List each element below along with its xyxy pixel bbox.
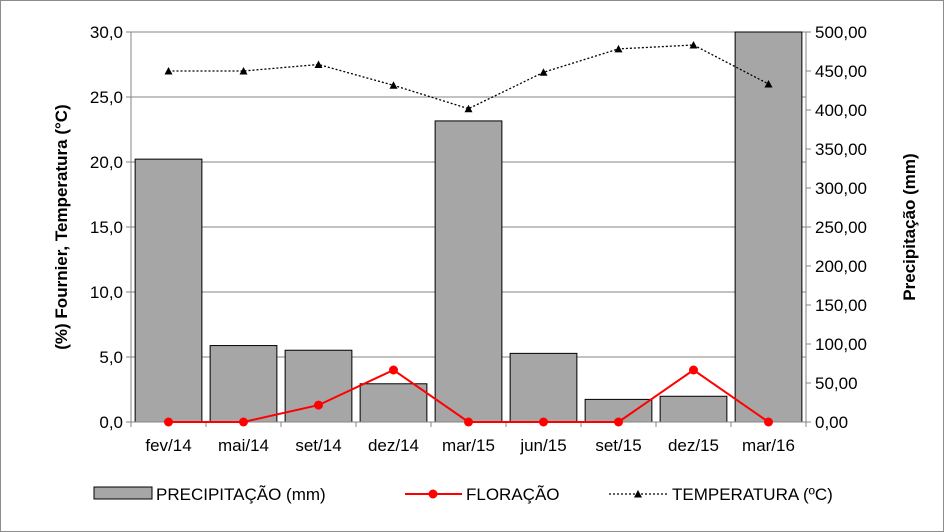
- precipitation-bar: [209, 345, 278, 423]
- y-axis-title: (%) Fournier, Temperatura (°C): [52, 104, 71, 349]
- line-series: [164, 41, 773, 427]
- legend-temperatura-marker: [634, 490, 642, 498]
- y2-tick-label: 250,00: [815, 218, 867, 237]
- y2-tick-label: 300,00: [815, 179, 867, 198]
- precipitation-bar: [659, 395, 728, 423]
- x-tick-label: dez/14: [368, 436, 419, 455]
- x-tick-label: mai/14: [218, 436, 269, 455]
- legend-floracao-label: FLORAÇÃO: [466, 485, 560, 504]
- legend-floracao-marker: [428, 489, 438, 499]
- floracao-point: [389, 365, 398, 375]
- temperatura-point: [314, 60, 323, 68]
- precipitation-bar: [359, 383, 428, 423]
- axes: (%) Fournier, Temperatura (°C) Precipita…: [52, 23, 919, 455]
- precipitation-bar: [734, 31, 803, 423]
- legend-temperatura-label: TEMPERATURA (ºC): [672, 485, 833, 504]
- precipitation-bar: [434, 120, 503, 423]
- temperatura-point: [614, 44, 623, 53]
- x-tick-label: mar/16: [742, 436, 795, 455]
- floracao-point: [689, 365, 698, 375]
- precipitation-bars: [134, 31, 803, 423]
- temperatura-point: [389, 81, 398, 89]
- y-tick-label: 15,0: [90, 218, 123, 237]
- x-tick-label: mar/15: [442, 436, 495, 455]
- temperatura-point: [689, 41, 698, 49]
- y-tick-label: 20,0: [90, 153, 123, 172]
- temperatura-point: [239, 67, 248, 75]
- precipitation-bar: [509, 352, 578, 423]
- y2-tick-label: 500,00: [815, 23, 867, 42]
- floracao-point: [614, 417, 623, 427]
- floracao-point: [164, 417, 173, 427]
- temperatura-point: [764, 80, 773, 88]
- y2-tick-label: 100,00: [815, 335, 867, 354]
- temperatura-point: [464, 104, 473, 113]
- floracao-point: [464, 417, 473, 427]
- y-tick-label: 0,0: [99, 413, 123, 432]
- y2-tick-label: 50,00: [815, 374, 858, 393]
- y2-tick-label: 400,00: [815, 101, 867, 120]
- temperatura-line: [168, 44, 769, 110]
- floracao-point: [764, 417, 773, 427]
- y2-tick-label: 350,00: [815, 140, 867, 159]
- y2-tick-label: 450,00: [815, 62, 867, 81]
- y-tick-label: 25,0: [90, 88, 123, 107]
- floracao-point: [239, 417, 248, 427]
- temperatura-point: [539, 68, 548, 76]
- x-tick-label: fev/14: [145, 436, 191, 455]
- y-tick-label: 5,0: [99, 348, 123, 367]
- legend: PRECIPITAÇÃO (mm) FLORAÇÃO TEMPERATURA (…: [93, 485, 833, 504]
- floracao-point: [539, 417, 548, 427]
- x-tick-label: dez/15: [668, 436, 719, 455]
- y2-tick-label: 200,00: [815, 257, 867, 276]
- floracao-point: [314, 400, 323, 410]
- y-tick-label: 10,0: [90, 283, 123, 302]
- temperatura-point: [164, 67, 173, 75]
- precipitation-bar: [134, 158, 203, 423]
- y-tick-label: 30,0: [90, 23, 123, 42]
- x-tick-label: jun/15: [519, 436, 566, 455]
- x-tick-label: set/14: [295, 436, 341, 455]
- y2-axis-title: Precipitação (mm): [900, 153, 919, 300]
- legend-precipitation-swatch: [93, 486, 153, 500]
- x-tick-label: set/15: [595, 436, 641, 455]
- y2-tick-label: 150,00: [815, 296, 867, 315]
- y2-tick-label: 0,00: [815, 413, 848, 432]
- legend-precipitation-label: PRECIPITAÇÃO (mm): [156, 485, 326, 504]
